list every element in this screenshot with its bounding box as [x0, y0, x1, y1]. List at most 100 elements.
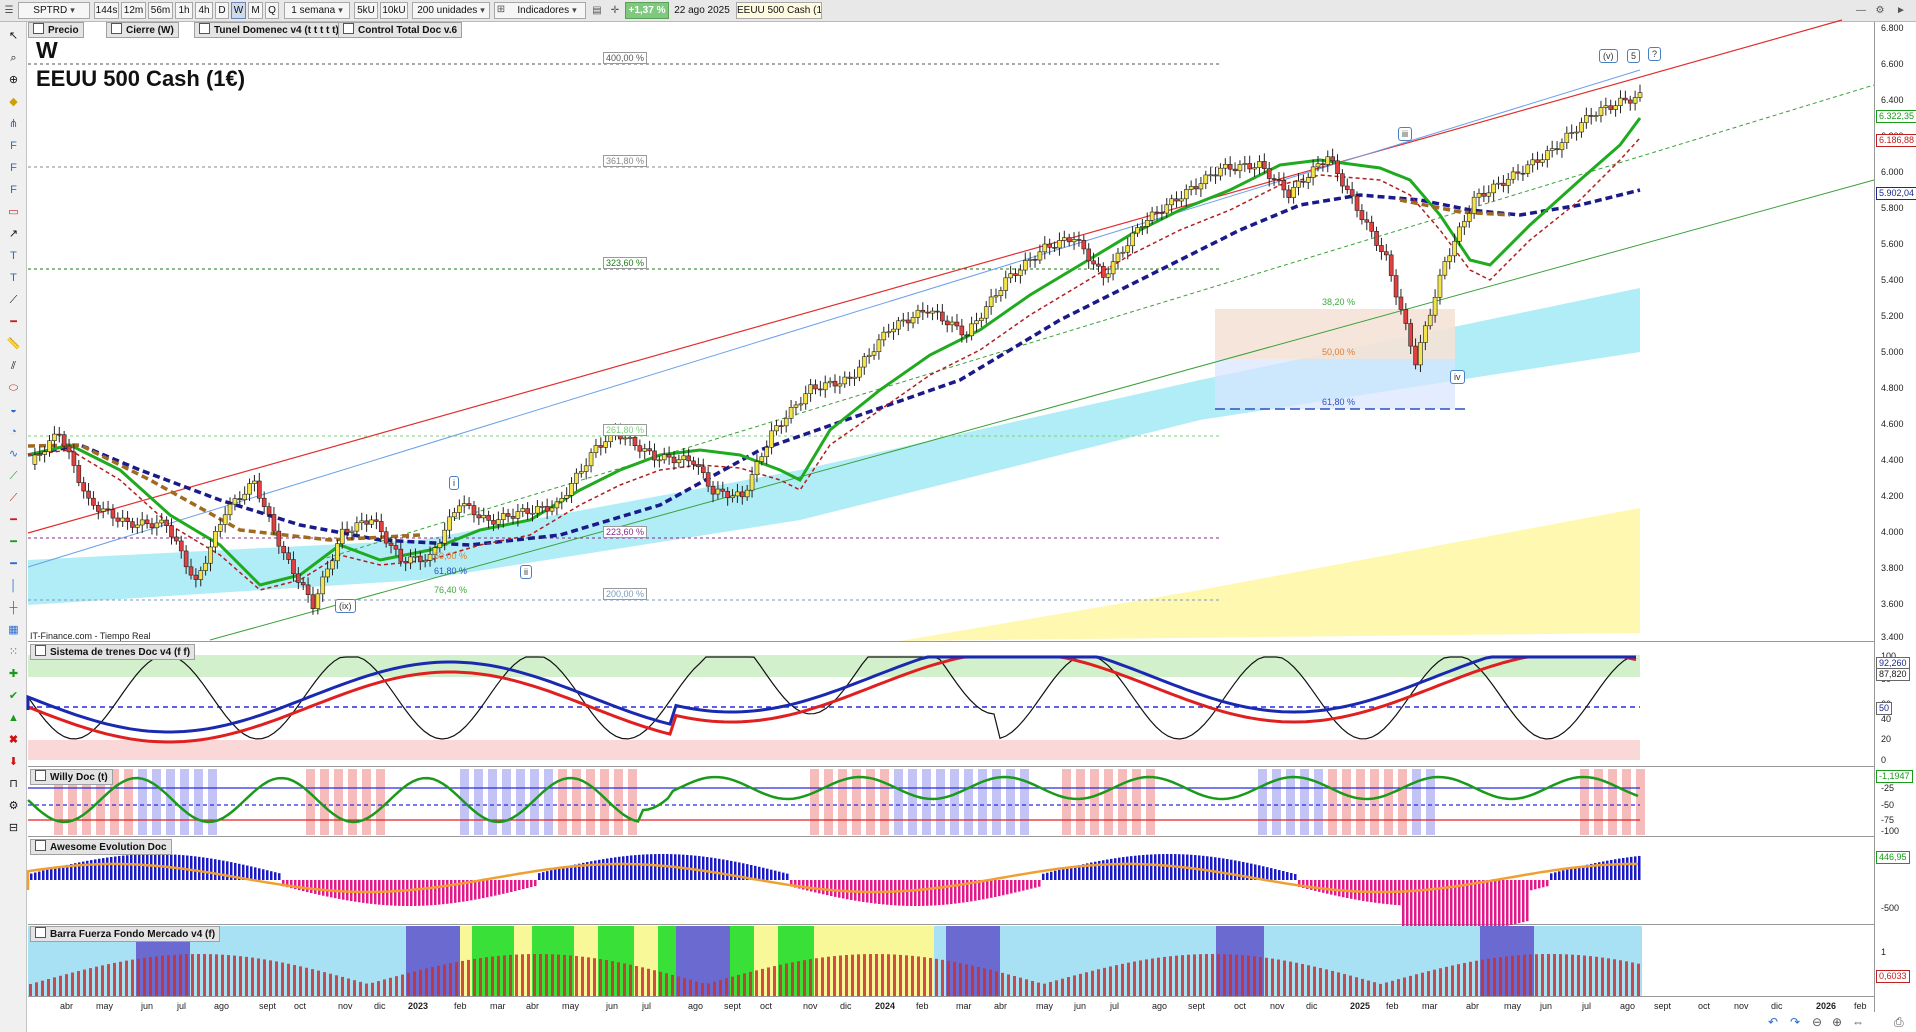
zoom-in-icon[interactable]: ⊕: [1832, 1015, 1843, 1029]
cross-icon[interactable]: ┼: [9, 602, 18, 614]
barra-bar: [605, 960, 608, 996]
magnifier-icon[interactable]: ⊕: [8, 74, 19, 86]
checkbox-icon: [35, 927, 46, 938]
barra-bar: [539, 954, 542, 996]
quantity-selector[interactable]: 200 unidades: [412, 2, 490, 19]
gear-small-icon[interactable]: ⚙: [8, 800, 19, 812]
barra-background: [1450, 926, 1456, 996]
barra-bar: [1205, 954, 1208, 996]
rectangle-icon[interactable]: ▭: [8, 206, 19, 218]
candle: [901, 319, 906, 322]
camera-icon[interactable]: ⎙: [1894, 1015, 1904, 1029]
shape-icon[interactable]: ⬭: [8, 382, 19, 394]
legend-close[interactable]: Cierre (W): [106, 22, 179, 38]
awesome-bar: [970, 880, 973, 902]
timeframe-w[interactable]: W: [231, 2, 246, 19]
legend-control[interactable]: Control Total Doc v.6: [338, 22, 463, 38]
layout-icon[interactable]: ▤: [592, 5, 602, 16]
timeframe-4h[interactable]: 4h: [195, 2, 213, 19]
zoom-out-icon[interactable]: ⊖: [1812, 1015, 1823, 1029]
units-10ku-button[interactable]: 10kU: [380, 2, 408, 19]
cursor-icon[interactable]: ↖: [8, 30, 19, 42]
candle: [1491, 183, 1496, 194]
red-line-icon[interactable]: ⟋: [9, 492, 18, 504]
awesome-bar: [578, 863, 581, 880]
settings-gear-icon[interactable]: ⚙: [1875, 5, 1885, 16]
redo-icon[interactable]: ↷: [1790, 1015, 1801, 1029]
symbol-selector[interactable]: SPTRD: [18, 2, 90, 19]
units-5ku-button[interactable]: 5kU: [354, 2, 378, 19]
minimize-icon[interactable]: —: [1856, 5, 1866, 16]
fibonacci-icon[interactable]: F: [10, 140, 17, 152]
timeframe-1h[interactable]: 1h: [175, 2, 193, 19]
delete-icon[interactable]: ✖: [8, 734, 19, 746]
barra-background: [766, 926, 772, 996]
dots-icon[interactable]: ⁙: [8, 646, 19, 658]
price-axis-label: 5.600: [1881, 239, 1904, 249]
candle: [1091, 260, 1096, 265]
menu-icon[interactable]: ☰: [4, 5, 14, 16]
down-arrow-icon[interactable]: ⬇: [8, 756, 19, 768]
willy-band: [600, 769, 609, 835]
channel-icon[interactable]: ⫽: [11, 360, 16, 372]
awesome-bar: [410, 880, 413, 906]
table-icon[interactable]: ⊟: [8, 822, 19, 834]
fib-time-icon[interactable]: F: [10, 162, 17, 174]
timeframe-56m[interactable]: 56m: [148, 2, 173, 19]
magnet-icon[interactable]: ⊓: [9, 778, 18, 790]
hline-icon[interactable]: ━: [10, 316, 17, 328]
fib-fan-icon[interactable]: F: [10, 184, 17, 196]
pattern-icon[interactable]: ✚: [8, 668, 19, 680]
timeframe-12m[interactable]: 12m: [121, 2, 146, 19]
barra-bar: [779, 964, 782, 996]
red-hline-icon[interactable]: ━: [10, 514, 17, 526]
awesome-bar: [1130, 856, 1133, 880]
blue-hline-icon[interactable]: ━: [10, 558, 17, 570]
alarm-icon[interactable]: ◆: [9, 96, 18, 108]
ellipse-icon[interactable]: ◒: [10, 404, 17, 416]
panel-title-trains[interactable]: Sistema de trenes Doc v4 (f f): [30, 644, 196, 660]
barra-background: [52, 926, 58, 996]
green-hline-icon[interactable]: ━: [10, 536, 17, 548]
legend-price[interactable]: Precio: [28, 22, 84, 38]
panel-title-willy[interactable]: Willy Doc (t): [30, 769, 113, 785]
fib-label: 361,80 %: [603, 155, 648, 167]
undo-icon[interactable]: ↶: [1768, 1015, 1779, 1029]
range-selector[interactable]: 1 semana: [284, 2, 350, 19]
willy-band: [1398, 769, 1407, 835]
timeframe-q[interactable]: Q: [265, 2, 279, 19]
indicators-button[interactable]: Indicadores: [494, 2, 586, 19]
pitchfork-icon[interactable]: ⋔: [8, 118, 19, 130]
panel-title-barra[interactable]: Barra Fuerza Fondo Mercado v4 (f): [30, 926, 221, 942]
grid-icon[interactable]: ▦: [8, 624, 19, 636]
legend-tunnel[interactable]: Tunel Domenec v4 (t t t t t): [194, 22, 344, 38]
arc-icon[interactable]: ◔: [10, 426, 17, 438]
arrow-icon[interactable]: ↗: [8, 228, 19, 240]
barra-bar: [1409, 975, 1412, 996]
wave-icon[interactable]: ∿: [8, 448, 19, 460]
timeframe-d[interactable]: D: [215, 2, 229, 19]
candle: [305, 584, 311, 595]
timeframe-144s[interactable]: 144s: [94, 2, 119, 19]
timeframe-m[interactable]: M: [248, 2, 263, 19]
zoom-icon[interactable]: ⌕: [10, 52, 17, 64]
ruler-icon[interactable]: 📏: [6, 338, 21, 350]
text-icon[interactable]: T: [10, 250, 17, 262]
barra-bar: [905, 955, 908, 996]
arrow-right-icon[interactable]: ►: [1896, 5, 1906, 16]
time-axis-label: jun: [606, 1001, 619, 1011]
vertical-line-icon[interactable]: │: [10, 580, 17, 592]
trend-line-icon[interactable]: ⟋: [9, 470, 18, 482]
awesome-bar: [50, 868, 53, 880]
candle: [1242, 163, 1248, 165]
panel-title-awesome[interactable]: Awesome Evolution Doc: [30, 839, 172, 855]
label-icon[interactable]: T: [10, 272, 17, 284]
check-icon[interactable]: ✔: [8, 690, 19, 702]
awesome-bar: [402, 880, 405, 906]
candle: [1281, 180, 1287, 191]
line-icon[interactable]: ⟋: [9, 294, 18, 306]
expand-icon[interactable]: ✛: [610, 5, 620, 16]
fit-icon[interactable]: ⇔: [1852, 1015, 1864, 1029]
thumb-up-icon[interactable]: ▲: [8, 712, 19, 724]
